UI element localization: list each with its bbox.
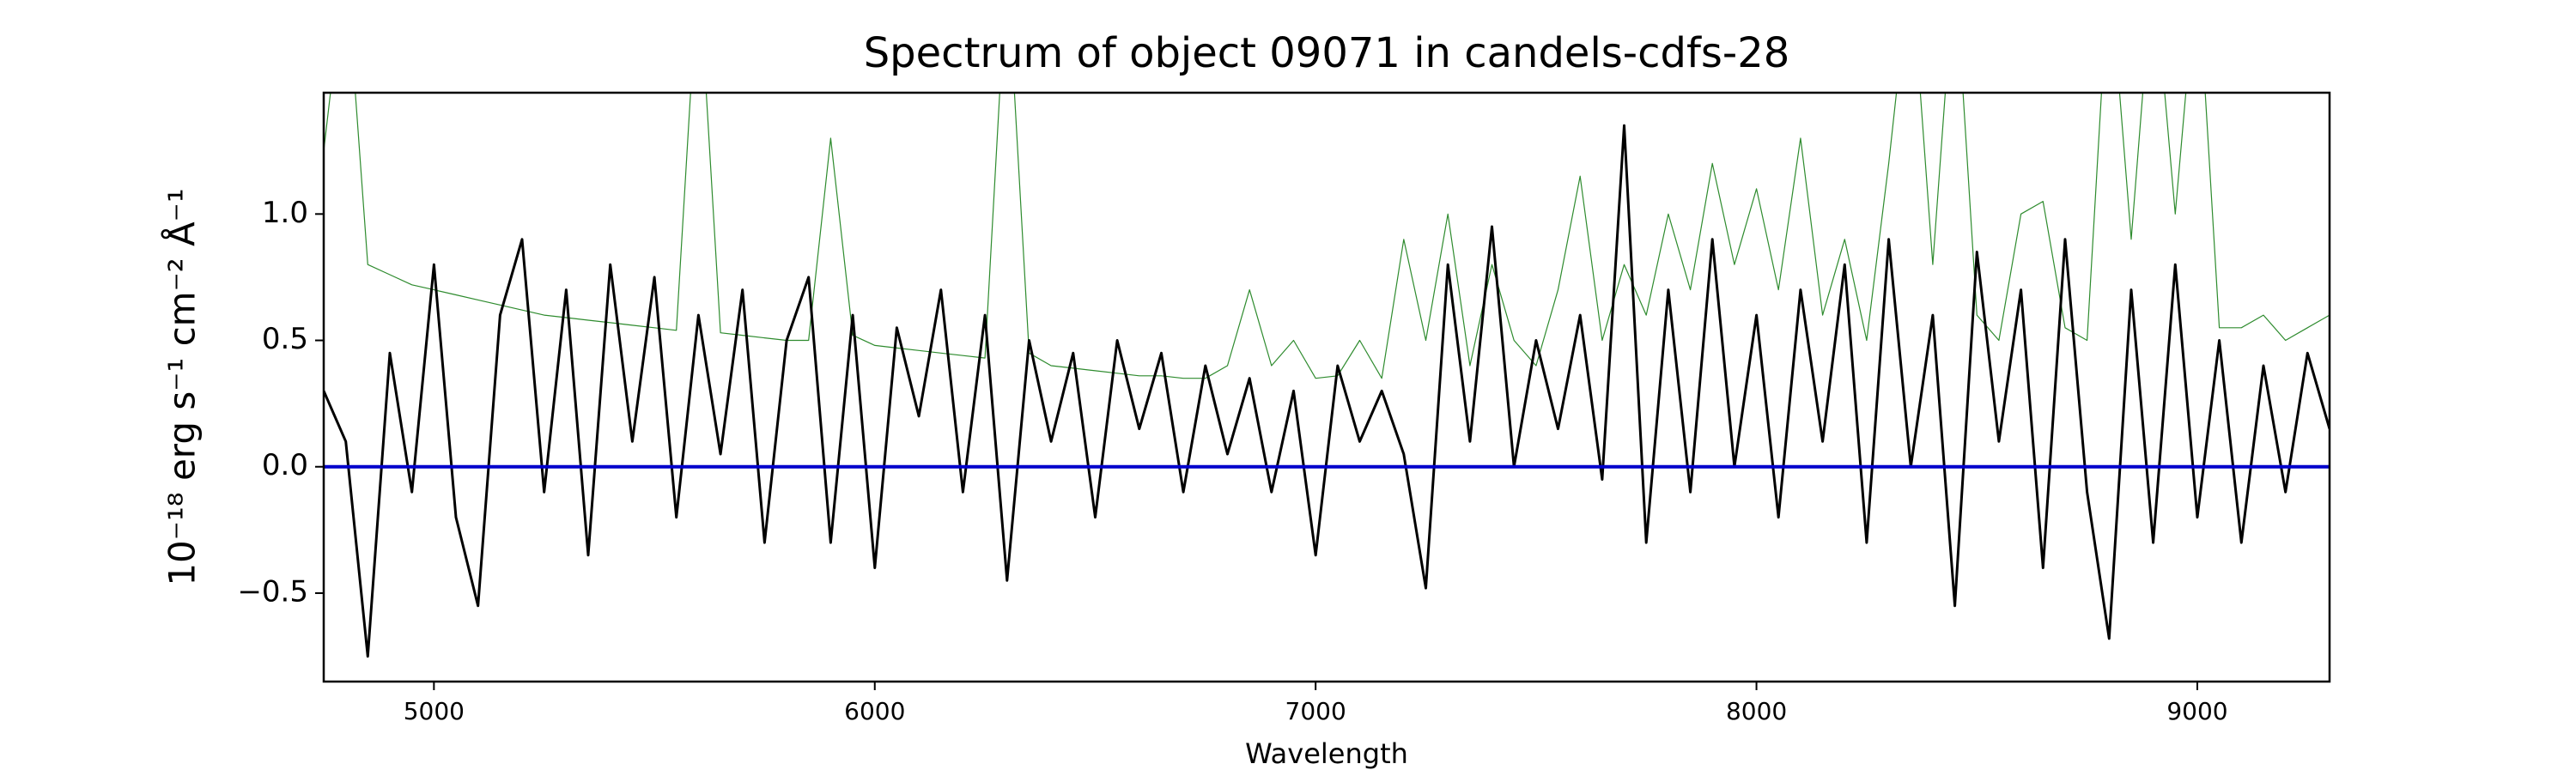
chart-title: Spectrum of object 09071 in candels-cdfs…: [864, 29, 1790, 77]
y-tick-label: 0.5: [262, 322, 308, 356]
y-tick-label: −0.5: [237, 574, 308, 609]
x-tick-label: 8000: [1726, 697, 1787, 725]
y-tick-label: 1.0: [262, 196, 308, 230]
y-tick-label: 0.0: [262, 448, 308, 482]
plot-area: [324, 93, 2330, 658]
y-axis-label: 10⁻¹⁸ erg s⁻¹ cm⁻² Å⁻¹: [161, 188, 204, 585]
axes-frame: [322, 91, 2331, 683]
spectrum-line: [324, 124, 2330, 658]
x-tick-label: 6000: [844, 697, 905, 725]
x-tick-label: 5000: [404, 697, 465, 725]
x-tick-label: 7000: [1285, 697, 1346, 725]
x-tick-label: 9000: [2166, 697, 2227, 725]
x-axis-label: Wavelength: [1245, 737, 1408, 770]
